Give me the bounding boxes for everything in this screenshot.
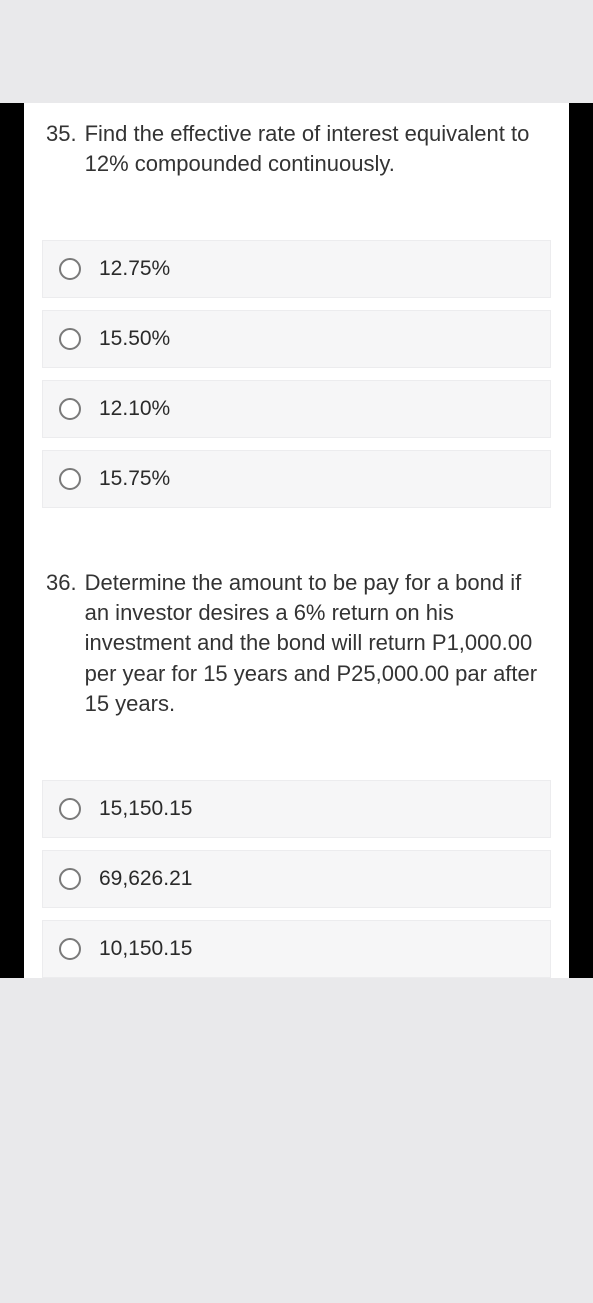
options-list: 12.75% 15.50% 12.10% 15.75% [42, 240, 551, 508]
question-body: Find the effective rate of interest equi… [85, 119, 547, 180]
question-block: 35. Find the effective rate of interest … [34, 107, 559, 556]
option-row[interactable]: 15.50% [42, 310, 551, 368]
radio-icon[interactable] [59, 468, 81, 490]
radio-icon[interactable] [59, 328, 81, 350]
option-label: 12.10% [99, 397, 170, 421]
question-number: 35. [46, 119, 85, 180]
option-row[interactable]: 15,150.15 [42, 780, 551, 838]
question-number: 36. [46, 568, 85, 720]
option-label: 69,626.21 [99, 867, 192, 891]
radio-icon[interactable] [59, 868, 81, 890]
spacer [42, 188, 551, 240]
options-list: 15,150.15 69,626.21 10,150.15 [42, 780, 551, 978]
question-text: 35. Find the effective rate of interest … [42, 115, 551, 188]
option-row[interactable]: 12.75% [42, 240, 551, 298]
option-row[interactable]: 12.10% [42, 380, 551, 438]
radio-icon[interactable] [59, 938, 81, 960]
quiz-sheet: 35. Find the effective rate of interest … [24, 103, 569, 978]
question-text: 36. Determine the amount to be pay for a… [42, 564, 551, 728]
option-row[interactable]: 69,626.21 [42, 850, 551, 908]
spacer [42, 728, 551, 780]
option-label: 15,150.15 [99, 797, 192, 821]
photo-frame: 35. Find the effective rate of interest … [0, 103, 593, 978]
radio-icon[interactable] [59, 398, 81, 420]
page-bottom-pad [0, 978, 593, 990]
question-block: 36. Determine the amount to be pay for a… [34, 556, 559, 978]
option-label: 15.50% [99, 327, 170, 351]
option-row[interactable]: 10,150.15 [42, 920, 551, 978]
radio-icon[interactable] [59, 798, 81, 820]
option-label: 15.75% [99, 467, 170, 491]
radio-icon[interactable] [59, 258, 81, 280]
option-label: 12.75% [99, 257, 170, 281]
question-body: Determine the amount to be pay for a bon… [85, 568, 547, 720]
option-row[interactable]: 15.75% [42, 450, 551, 508]
option-label: 10,150.15 [99, 937, 192, 961]
